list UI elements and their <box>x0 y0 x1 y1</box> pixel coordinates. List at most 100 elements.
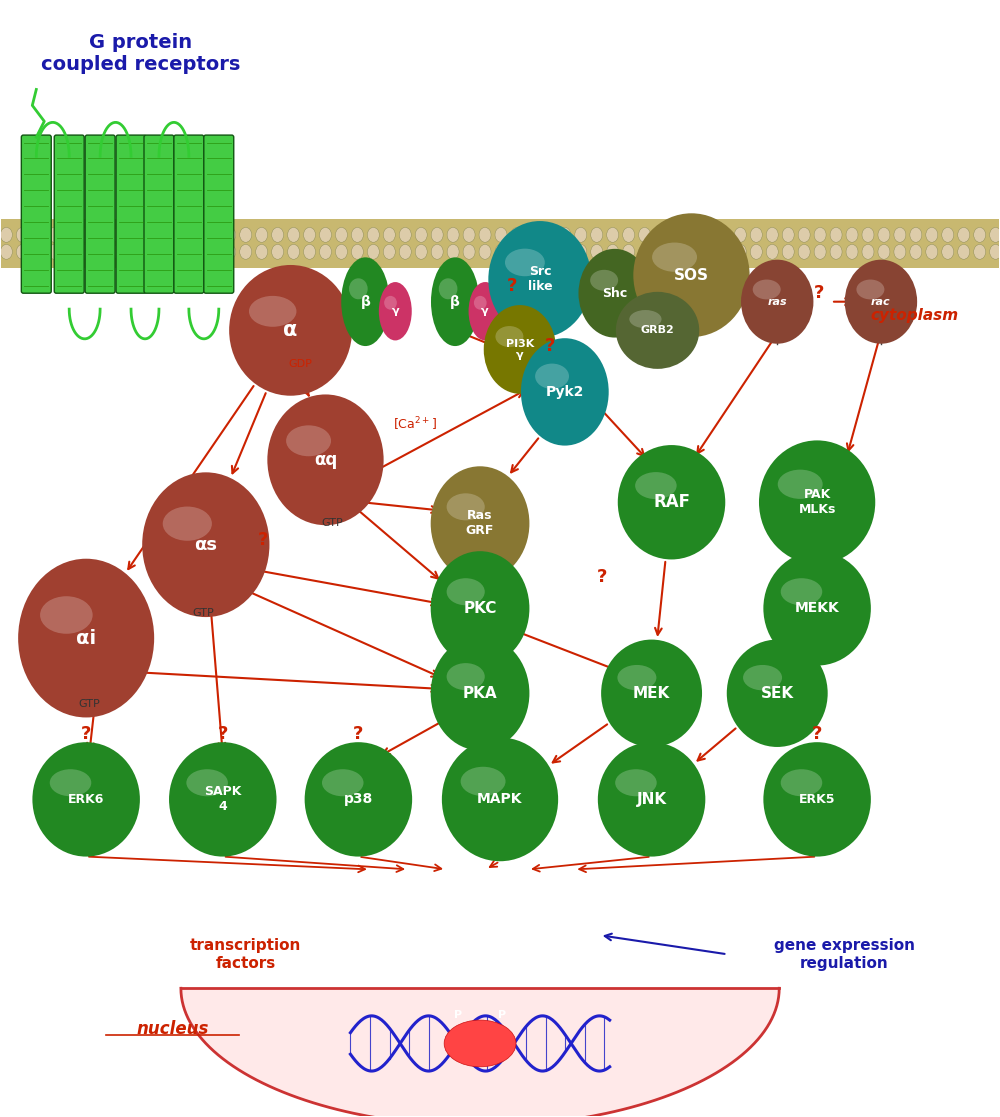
Ellipse shape <box>488 221 591 337</box>
Ellipse shape <box>463 228 475 242</box>
Text: GRB2: GRB2 <box>641 325 674 335</box>
Ellipse shape <box>64 228 76 242</box>
Text: ?: ? <box>812 725 822 743</box>
Ellipse shape <box>479 245 491 259</box>
Ellipse shape <box>763 742 871 857</box>
Ellipse shape <box>192 228 204 242</box>
Ellipse shape <box>926 228 938 242</box>
Ellipse shape <box>48 245 60 259</box>
Ellipse shape <box>249 296 296 327</box>
Text: α: α <box>283 321 298 341</box>
Ellipse shape <box>633 213 750 337</box>
Ellipse shape <box>743 665 782 690</box>
Ellipse shape <box>974 228 986 242</box>
Text: SEK: SEK <box>761 686 794 700</box>
Text: αs: αs <box>194 536 217 554</box>
Ellipse shape <box>527 245 539 259</box>
Bar <box>1 219 999 268</box>
Text: MEKK: MEKK <box>795 601 839 615</box>
Ellipse shape <box>655 245 667 259</box>
Text: GDP: GDP <box>289 360 312 370</box>
Ellipse shape <box>144 245 156 259</box>
Text: GTP: GTP <box>322 518 343 528</box>
Ellipse shape <box>267 394 384 525</box>
Ellipse shape <box>144 228 156 242</box>
Ellipse shape <box>335 228 347 242</box>
Ellipse shape <box>304 245 316 259</box>
Ellipse shape <box>814 228 826 242</box>
Ellipse shape <box>618 445 725 560</box>
Text: Ras
GRF: Ras GRF <box>466 509 494 537</box>
Ellipse shape <box>16 245 28 259</box>
Ellipse shape <box>910 245 922 259</box>
Ellipse shape <box>256 245 268 259</box>
Ellipse shape <box>591 228 603 242</box>
Text: γ: γ <box>391 306 399 316</box>
Ellipse shape <box>652 242 697 271</box>
Ellipse shape <box>702 228 714 242</box>
Text: P: P <box>454 1010 462 1020</box>
Text: P: P <box>498 1010 506 1020</box>
Ellipse shape <box>272 228 284 242</box>
Text: PKC: PKC <box>463 601 497 615</box>
Ellipse shape <box>894 228 906 242</box>
Ellipse shape <box>734 245 746 259</box>
Text: GTP: GTP <box>78 699 100 709</box>
Ellipse shape <box>320 245 331 259</box>
Text: αi: αi <box>76 629 96 648</box>
Ellipse shape <box>431 551 529 666</box>
Ellipse shape <box>942 228 954 242</box>
Ellipse shape <box>623 245 635 259</box>
Ellipse shape <box>64 245 76 259</box>
Ellipse shape <box>686 228 698 242</box>
Ellipse shape <box>463 245 475 259</box>
FancyBboxPatch shape <box>85 135 115 293</box>
Ellipse shape <box>590 270 618 290</box>
Text: ?: ? <box>81 725 91 743</box>
Ellipse shape <box>543 245 555 259</box>
Text: ?: ? <box>814 284 824 303</box>
Ellipse shape <box>635 472 677 499</box>
Ellipse shape <box>384 296 397 309</box>
Ellipse shape <box>176 245 188 259</box>
Ellipse shape <box>878 228 890 242</box>
Ellipse shape <box>623 228 635 242</box>
Ellipse shape <box>224 228 236 242</box>
Ellipse shape <box>862 245 874 259</box>
Ellipse shape <box>778 469 823 499</box>
Ellipse shape <box>80 228 92 242</box>
Text: JNK: JNK <box>637 792 667 806</box>
Ellipse shape <box>128 228 140 242</box>
Ellipse shape <box>484 305 556 394</box>
Text: β: β <box>450 295 460 308</box>
Ellipse shape <box>686 245 698 259</box>
Text: PKA: PKA <box>463 686 497 700</box>
Ellipse shape <box>112 228 124 242</box>
Ellipse shape <box>782 245 794 259</box>
Text: MEK: MEK <box>633 686 670 700</box>
Ellipse shape <box>431 636 529 751</box>
Ellipse shape <box>240 228 252 242</box>
Ellipse shape <box>367 245 379 259</box>
Ellipse shape <box>559 228 571 242</box>
Ellipse shape <box>629 311 662 328</box>
Ellipse shape <box>186 770 228 796</box>
Ellipse shape <box>128 245 140 259</box>
Ellipse shape <box>527 228 539 242</box>
Ellipse shape <box>383 245 395 259</box>
Ellipse shape <box>160 228 172 242</box>
Ellipse shape <box>447 228 459 242</box>
Ellipse shape <box>759 440 875 564</box>
Text: Src
like: Src like <box>528 266 552 294</box>
Ellipse shape <box>399 245 411 259</box>
Ellipse shape <box>447 245 459 259</box>
Ellipse shape <box>575 245 587 259</box>
Ellipse shape <box>447 663 485 690</box>
Ellipse shape <box>32 245 44 259</box>
Text: gene expression
regulation: gene expression regulation <box>774 938 915 971</box>
Ellipse shape <box>288 245 300 259</box>
Ellipse shape <box>383 228 395 242</box>
Ellipse shape <box>727 640 828 747</box>
FancyBboxPatch shape <box>174 135 204 293</box>
Ellipse shape <box>18 558 154 717</box>
